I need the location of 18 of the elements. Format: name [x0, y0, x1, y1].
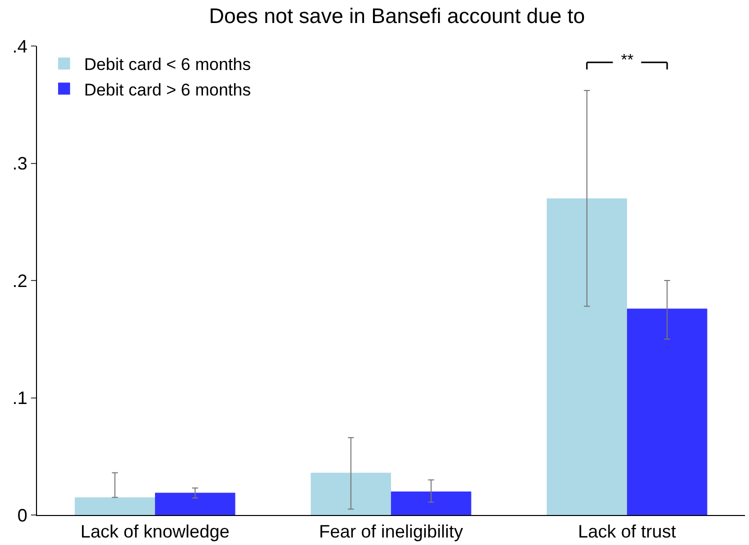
- bar: [627, 308, 708, 515]
- x-tick-label: Lack of trust: [578, 522, 676, 542]
- x-tick-label: Fear of ineligibility: [318, 522, 464, 542]
- bar: [155, 492, 236, 515]
- y-tick-label: .4: [12, 36, 28, 56]
- annotation: **: [621, 52, 634, 69]
- bar: [391, 492, 472, 515]
- x-tick-label: Lack of knowledge: [80, 522, 230, 542]
- bar: [74, 497, 155, 515]
- chart-title: Does not save in Bansefi account due to: [209, 4, 585, 28]
- y-tick-label: 0: [17, 505, 28, 526]
- y-tick-label: .3: [12, 154, 28, 174]
- legend-label: Debit card > 6 months: [84, 80, 251, 100]
- bar: [546, 198, 627, 515]
- y-tick-label: .2: [12, 270, 28, 291]
- bar: [310, 472, 391, 515]
- y-tick-label: .1: [12, 388, 28, 408]
- legend-label: Debit card < 6 months: [84, 55, 251, 74]
